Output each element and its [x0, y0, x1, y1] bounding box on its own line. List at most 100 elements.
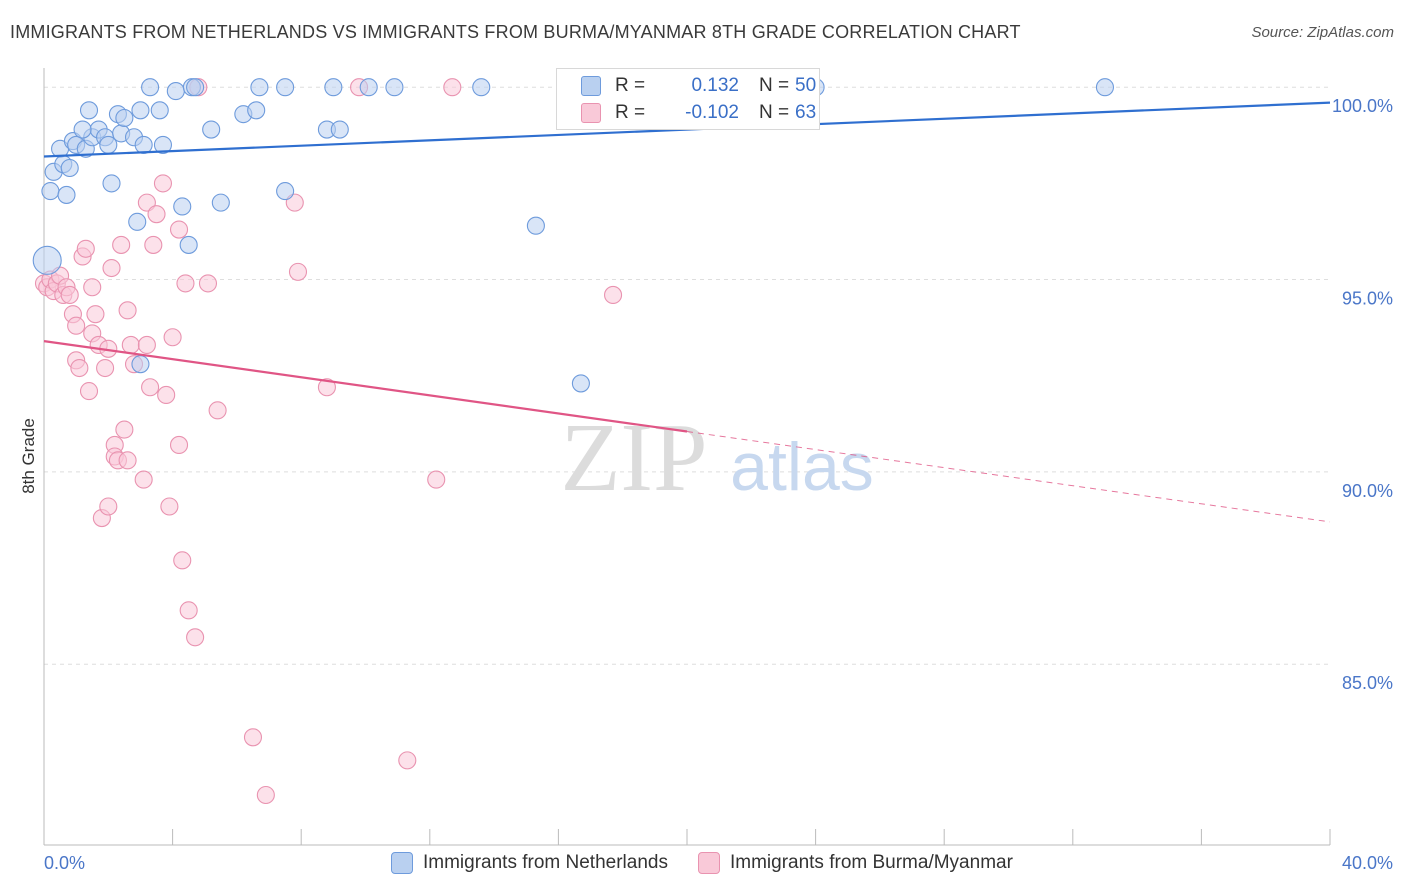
point-netherlands	[73, 120, 92, 139]
point-burma	[76, 239, 95, 258]
point-burma	[285, 193, 304, 212]
point-netherlands	[79, 101, 99, 120]
point-netherlands	[32, 245, 62, 275]
point-netherlands	[385, 78, 404, 97]
point-burma	[144, 235, 163, 254]
point-burma	[317, 378, 336, 397]
point-burma	[112, 235, 131, 254]
point-burma	[102, 258, 121, 278]
stats-swatch-netherlands	[581, 76, 601, 96]
grid-lines	[44, 86, 1330, 665]
point-burma	[137, 193, 156, 212]
r-label: R =	[615, 102, 646, 123]
legend-item-burma[interactable]: Immigrants from Burma/Myanmar	[697, 852, 1013, 874]
point-netherlands	[150, 101, 169, 120]
point-netherlands	[571, 374, 590, 393]
point-burma	[83, 278, 102, 297]
legend: Immigrants from Netherlands Immigrants f…	[391, 852, 1043, 874]
point-netherlands	[330, 120, 349, 139]
y-tick-label: 100.0%	[1332, 96, 1393, 116]
point-netherlands	[472, 78, 491, 97]
point-netherlands	[102, 174, 121, 193]
point-burma	[169, 435, 189, 455]
point-burma	[163, 328, 182, 347]
point-netherlands	[173, 197, 192, 216]
legend-swatch-burma	[697, 852, 720, 874]
legend-label-netherlands: Immigrants from Netherlands	[423, 852, 668, 873]
trend-line-burma-dashed	[686, 431, 1331, 523]
point-netherlands	[276, 182, 295, 201]
y-axis-label: 8th Grade	[19, 418, 38, 494]
point-burma	[443, 78, 462, 97]
y-tick-label: 95.0%	[1342, 289, 1393, 309]
point-netherlands	[57, 185, 76, 204]
point-burma	[60, 285, 79, 304]
legend-item-netherlands[interactable]: Immigrants from Netherlands	[391, 852, 668, 874]
point-netherlands	[153, 135, 173, 154]
n-label: N =	[759, 75, 790, 96]
point-burma	[398, 751, 417, 770]
r-value: 0.132	[691, 75, 739, 96]
point-burma	[118, 451, 137, 470]
point-netherlands	[141, 78, 160, 97]
point-netherlands	[115, 108, 134, 128]
y-tick-label: 90.0%	[1342, 481, 1393, 501]
point-burma	[427, 470, 446, 489]
point-netherlands	[247, 101, 266, 120]
point-netherlands	[166, 82, 185, 101]
point-burma	[208, 401, 227, 420]
point-burma	[160, 497, 179, 516]
trend-line-burma	[43, 340, 688, 433]
point-burma	[173, 551, 192, 570]
point-burma	[118, 301, 137, 320]
point-burma	[176, 274, 195, 293]
point-netherlands	[359, 78, 378, 97]
point-burma	[115, 420, 134, 439]
point-netherlands	[179, 235, 198, 254]
point-burma	[157, 385, 176, 405]
point-burma	[86, 305, 105, 324]
point-burma	[99, 497, 118, 516]
point-netherlands	[211, 193, 230, 212]
point-netherlands	[131, 101, 150, 120]
point-burma	[141, 378, 160, 397]
x-tick-min: 0.0%	[44, 853, 85, 873]
stats-swatch-burma	[581, 103, 601, 123]
point-burma	[134, 470, 153, 489]
point-netherlands	[60, 158, 79, 178]
point-netherlands	[134, 135, 153, 154]
stats-box: R = 0.132 N = 50 R = -0.102 N = 63	[556, 68, 820, 130]
point-burma	[288, 262, 308, 281]
point-netherlands	[202, 120, 221, 139]
point-burma	[243, 728, 263, 747]
point-burma	[96, 358, 115, 378]
n-value: 63	[795, 102, 817, 123]
point-burma	[137, 335, 156, 355]
point-netherlands	[128, 212, 147, 231]
point-burma	[121, 335, 140, 355]
point-netherlands	[250, 78, 269, 97]
point-burma	[186, 628, 205, 647]
legend-swatch-netherlands	[391, 852, 413, 874]
x-tick-max: 40.0%	[1342, 853, 1393, 873]
chart-title: IMMIGRANTS FROM NETHERLANDS VS IMMIGRANT…	[10, 22, 1021, 42]
point-netherlands	[324, 78, 343, 97]
r-value: -0.102	[685, 102, 739, 123]
r-label: R =	[615, 75, 646, 96]
point-netherlands	[1095, 78, 1114, 97]
watermark-zip: ZIP	[561, 404, 708, 512]
legend-label-burma: Immigrants from Burma/Myanmar	[729, 852, 1013, 873]
y-tick-labels: 85.0% 90.0% 95.0% 100.0%	[1332, 96, 1393, 693]
point-burma	[70, 358, 89, 378]
point-burma	[198, 274, 218, 293]
point-burma	[256, 785, 275, 805]
point-netherlands	[131, 355, 150, 374]
point-burma	[169, 220, 189, 239]
series-burma-points	[34, 78, 623, 805]
point-burma	[67, 316, 86, 335]
watermark-atlas: atlas	[730, 429, 874, 505]
point-burma	[179, 601, 198, 620]
point-netherlands	[276, 78, 295, 97]
point-burma	[153, 174, 173, 193]
point-burma	[79, 382, 99, 401]
